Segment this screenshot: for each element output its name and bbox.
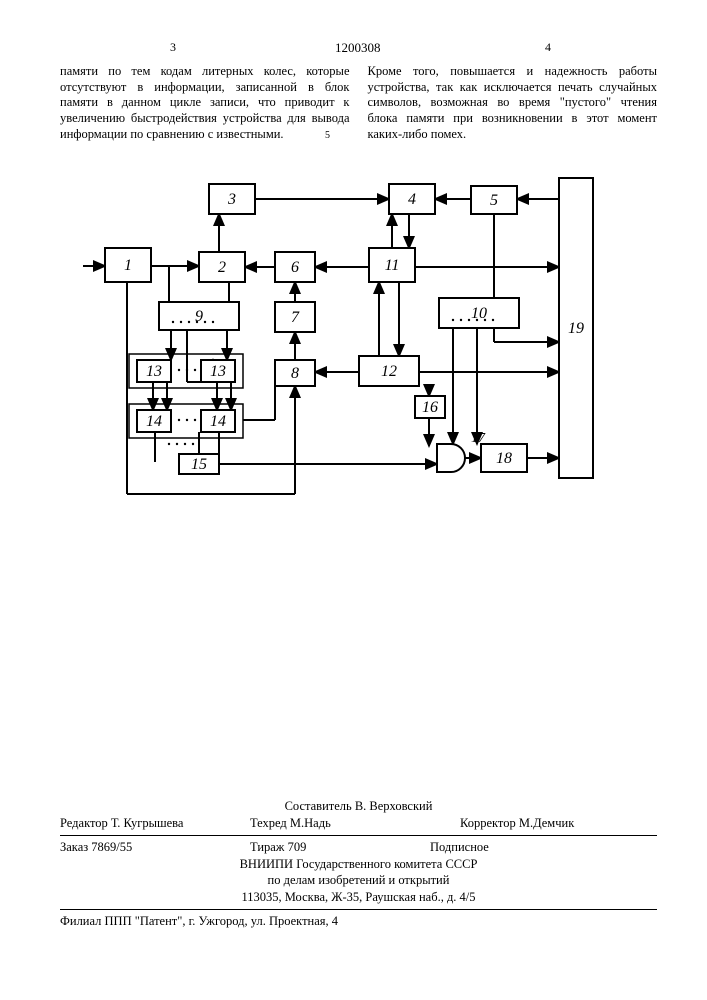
signature: Подписное	[430, 839, 489, 856]
left-paragraph: памяти по тем кодам литерных колес, кото…	[60, 64, 350, 142]
svg-text:13: 13	[146, 363, 162, 380]
footer: Составитель В. Верховский Редактор Т. Ку…	[60, 798, 657, 930]
page-number-left: 3	[170, 40, 176, 55]
block-diagram: 123456789101112131314141516181917	[79, 172, 639, 552]
address: 113035, Москва, Ж-35, Раушская наб., д. …	[60, 889, 657, 906]
svg-text:14: 14	[146, 413, 162, 430]
header: 3 1200308 4	[60, 40, 657, 60]
svg-text:7: 7	[291, 309, 300, 326]
branch-line: Филиал ППП "Патент", г. Ужгород, ул. Про…	[60, 913, 657, 930]
svg-text:1: 1	[124, 257, 132, 274]
text-columns: памяти по тем кодам литерных колес, кото…	[60, 64, 657, 142]
editor: Редактор Т. Кугрышева	[60, 815, 250, 832]
svg-text:12: 12	[381, 363, 397, 380]
divider-thin	[60, 909, 657, 910]
svg-text:14: 14	[210, 413, 226, 430]
svg-text:13: 13	[210, 363, 226, 380]
right-column: Кроме того, повышается и надежность рабо…	[368, 64, 658, 142]
svg-text:18: 18	[496, 450, 512, 467]
svg-text:16: 16	[422, 399, 438, 416]
right-paragraph: Кроме того, повышается и надежность рабо…	[368, 64, 658, 142]
svg-text:2: 2	[218, 259, 226, 276]
credits-row: Редактор Т. Кугрышева Техред М.Надь Корр…	[60, 815, 657, 832]
proofreader: Корректор М.Демчик	[460, 815, 574, 832]
divider	[60, 835, 657, 836]
org-line-2: по делам изобретений и открытий	[60, 872, 657, 889]
svg-text:19: 19	[568, 320, 584, 337]
left-column: памяти по тем кодам литерных колес, кото…	[60, 64, 350, 142]
tech-editor: Техред М.Надь	[250, 815, 460, 832]
svg-text:8: 8	[291, 365, 299, 382]
tirazh: Тираж 709	[250, 839, 430, 856]
svg-text:15: 15	[191, 456, 207, 473]
order-number: Заказ 7869/55	[60, 839, 250, 856]
order-row: Заказ 7869/55 Тираж 709 Подписное	[60, 839, 657, 856]
page-number-right: 4	[545, 40, 551, 55]
svg-text:17: 17	[471, 431, 486, 446]
svg-text:3: 3	[227, 191, 236, 208]
document-number: 1200308	[335, 40, 381, 56]
line-marker: 5	[325, 130, 330, 141]
svg-text:5: 5	[490, 192, 498, 209]
compiler-line: Составитель В. Верховский	[60, 798, 657, 815]
diagram-svg: 123456789101112131314141516181917	[79, 172, 639, 552]
page: 3 1200308 4 памяти по тем кодам литерных…	[0, 0, 707, 1000]
svg-text:11: 11	[384, 257, 399, 274]
svg-text:6: 6	[291, 259, 299, 276]
svg-text:4: 4	[408, 191, 416, 208]
org-line-1: ВНИИПИ Государственного комитета СССР	[60, 856, 657, 873]
